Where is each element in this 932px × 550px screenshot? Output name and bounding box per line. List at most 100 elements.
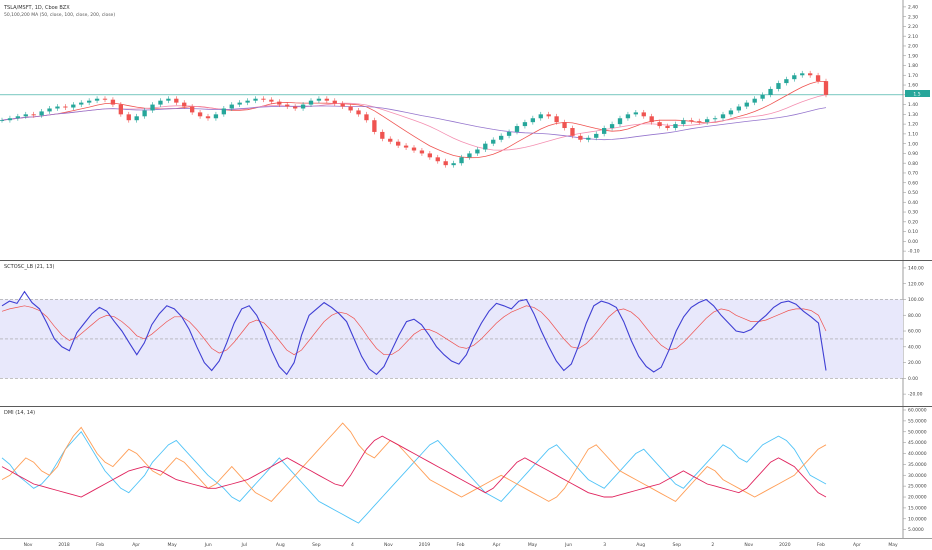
candle-body (0, 120, 5, 122)
candle-body (681, 120, 686, 125)
time-tick-label: 4 (351, 542, 354, 548)
oscillator-y-axis: 140.00 120.00 100.00 80.00 60.00 40.00 20.00 0.… (903, 266, 924, 398)
candle-body (221, 108, 227, 115)
y-tick-label: 5.0000 (908, 527, 924, 533)
y-tick-label: 60.0000 (908, 408, 927, 414)
candle-body (166, 98, 171, 101)
candle-body (546, 114, 551, 117)
candle-body (768, 88, 773, 95)
y-tick-label: 60.00 (908, 329, 921, 335)
candle-body (142, 110, 147, 117)
candle-body (570, 128, 575, 136)
candle-body (689, 120, 694, 122)
candle-body (411, 147, 417, 151)
candle-body (213, 114, 219, 119)
candle-body (31, 114, 36, 116)
time-tick-label: Nov (24, 542, 33, 548)
candle-body (118, 104, 124, 115)
y-tick-label: 1.80 (908, 63, 918, 69)
candle-body (388, 138, 393, 142)
time-tick-label: 3 (603, 542, 606, 548)
time-tick-label: Aug (276, 542, 285, 548)
candle-body (86, 100, 92, 103)
candle-body (578, 135, 583, 140)
oscillator-pane: SCTOSC_LB (21, 13) 140.00 120.00 100.00 80.… (0, 264, 924, 398)
time-tick-label: 2019 (419, 542, 431, 548)
y-tick-label: 80.00 (908, 313, 921, 319)
time-tick-label: Nov (744, 542, 753, 548)
candle-body (205, 116, 211, 119)
y-tick-label: 0.50 (908, 190, 918, 196)
candle-body (467, 153, 472, 158)
candle-body (7, 118, 13, 121)
candle-body (150, 104, 155, 111)
candle-body (792, 75, 797, 80)
time-tick-label: May (168, 542, 178, 548)
candle-body (823, 81, 829, 95)
last-price-label: 1.5 (913, 92, 920, 98)
candle-body (736, 106, 742, 111)
candle-body (657, 122, 662, 127)
candle-body (633, 112, 639, 115)
candle-body (261, 98, 266, 100)
candle-body (427, 153, 433, 158)
candle-body (530, 118, 536, 123)
candle-body (483, 143, 488, 150)
candle-body (47, 108, 52, 112)
candle-body (752, 98, 757, 103)
y-tick-label: 0.20 (908, 219, 918, 225)
candle-body (110, 99, 116, 105)
candle-body (63, 106, 68, 108)
candle-body (364, 114, 369, 121)
candle-body (395, 141, 401, 146)
candle-body (182, 102, 187, 107)
time-tick-label: Sep (673, 542, 682, 548)
candle-body (94, 98, 100, 101)
candle-body (506, 131, 512, 136)
time-tick-label: Sep (312, 542, 321, 548)
candle-body (562, 122, 567, 129)
y-tick-label: 0.00 (908, 376, 918, 382)
candle-body (594, 133, 599, 138)
candle-body (71, 104, 76, 108)
y-tick-label: 10.0000 (908, 516, 927, 522)
y-tick-label: 55.0000 (908, 418, 927, 424)
y-tick-label: -20.00 (908, 392, 923, 398)
y-tick-label: 100.00 (908, 297, 924, 303)
candle-body (776, 83, 781, 89)
adx-line (1, 435, 827, 498)
dmi-y-axis: 60.0000 55.0000 50.0000 45.0000 40.0000 35.00… (903, 408, 927, 533)
candle-body (451, 163, 456, 166)
candle-body (308, 100, 314, 105)
candle-body (380, 131, 385, 139)
candle-body (586, 137, 591, 140)
candle-body (324, 98, 330, 101)
candle-body (23, 114, 28, 117)
time-tick-label: Jun (204, 542, 212, 548)
time-tick-label: Nov (384, 542, 393, 548)
y-tick-label: 2.30 (908, 14, 918, 20)
y-tick-label: 1.60 (908, 83, 918, 89)
candle-body (277, 101, 282, 105)
y-tick-label: 0.10 (908, 229, 918, 235)
candle-body (784, 79, 789, 84)
ma50-line (1, 81, 826, 159)
candle-body (403, 145, 409, 148)
time-tick-label: 2 (711, 542, 714, 548)
candle-body (245, 100, 250, 103)
candle-body (815, 75, 821, 82)
candle-body (704, 119, 710, 123)
y-tick-label: 140.00 (908, 266, 924, 272)
y-tick-label: 45.0000 (908, 440, 927, 446)
time-tick-label: Feb (817, 542, 825, 548)
candle-body (340, 103, 345, 107)
dmi-plot (1, 422, 827, 524)
y-tick-label: 25.0000 (908, 484, 927, 490)
candle-body (285, 104, 290, 107)
candle-body (102, 98, 108, 100)
candle-body (292, 106, 298, 109)
candle-body (728, 110, 734, 115)
y-tick-label: 0.00 (908, 239, 918, 245)
y-tick-label: 20.0000 (908, 495, 927, 501)
time-tick-label: Apr (493, 542, 501, 548)
